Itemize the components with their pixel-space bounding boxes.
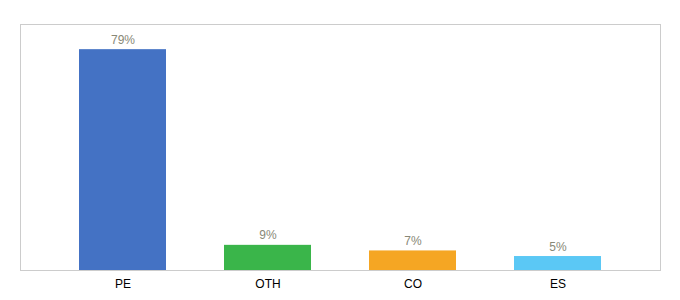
svg-text:ES: ES bbox=[550, 277, 566, 291]
svg-text:CO: CO bbox=[404, 277, 422, 291]
svg-text:79%: 79% bbox=[111, 33, 135, 47]
svg-text:OTH: OTH bbox=[255, 277, 280, 291]
svg-text:PE: PE bbox=[115, 277, 131, 291]
svg-text:5%: 5% bbox=[549, 240, 567, 254]
svg-text:9%: 9% bbox=[259, 228, 277, 242]
svg-text:7%: 7% bbox=[404, 234, 422, 248]
